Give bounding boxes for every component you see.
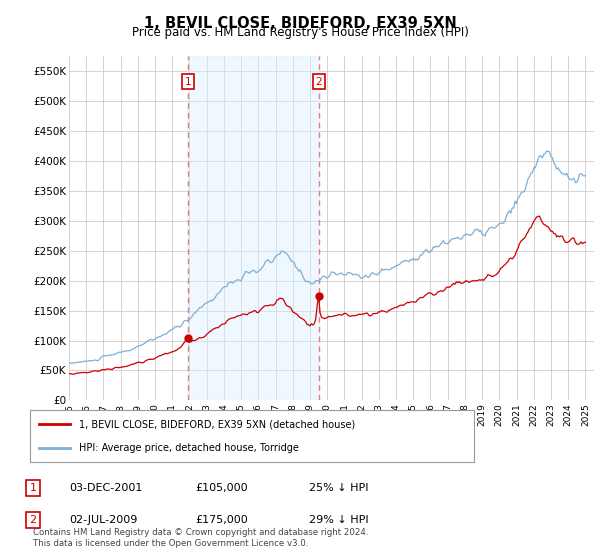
Text: £105,000: £105,000 [195, 483, 248, 493]
Bar [188, 56, 319, 400]
Text: Contains HM Land Registry data © Crown copyright and database right 2024.
This d: Contains HM Land Registry data © Crown c… [33, 528, 368, 548]
Text: 1: 1 [29, 483, 37, 493]
Text: £175,000: £175,000 [195, 515, 248, 525]
Text: 29% ↓ HPI: 29% ↓ HPI [309, 515, 368, 525]
Text: 1, BEVIL CLOSE, BIDEFORD, EX39 5XN (detached house): 1, BEVIL CLOSE, BIDEFORD, EX39 5XN (deta… [79, 419, 355, 430]
Text: 03-DEC-2001: 03-DEC-2001 [69, 483, 142, 493]
Text: 1, BEVIL CLOSE, BIDEFORD, EX39 5XN: 1, BEVIL CLOSE, BIDEFORD, EX39 5XN [143, 16, 457, 31]
Text: 02-JUL-2009: 02-JUL-2009 [69, 515, 137, 525]
Text: 1: 1 [185, 77, 191, 87]
Text: HPI: Average price, detached house, Torridge: HPI: Average price, detached house, Torr… [79, 443, 299, 453]
Text: 25% ↓ HPI: 25% ↓ HPI [309, 483, 368, 493]
Text: 2: 2 [29, 515, 37, 525]
Text: Price paid vs. HM Land Registry's House Price Index (HPI): Price paid vs. HM Land Registry's House … [131, 26, 469, 39]
Text: 2: 2 [315, 77, 322, 87]
